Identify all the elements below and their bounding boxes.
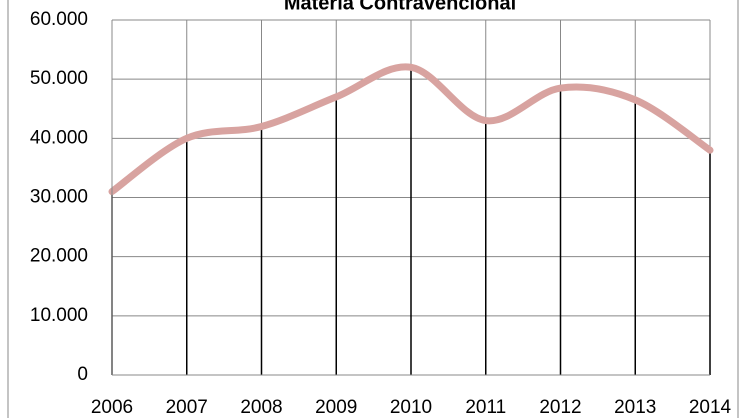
y-tick-label: 50.000	[30, 68, 88, 89]
x-tick-label: 2008	[240, 397, 282, 418]
x-tick-label: 2011	[465, 397, 506, 418]
y-tick-label: 60.000	[30, 9, 88, 30]
x-tick-label: 2007	[166, 397, 208, 418]
x-tick-label: 2009	[315, 397, 357, 418]
chart-border	[7, 0, 739, 418]
x-tick-label: 2006	[91, 397, 133, 418]
y-tick-label: 10.000	[30, 305, 88, 326]
y-tick-label: 0	[77, 364, 88, 385]
chart-title: Materia Contravencional	[284, 0, 516, 14]
y-tick-label: 20.000	[30, 246, 88, 267]
x-tick-label: 2013	[614, 397, 656, 418]
x-tick-label: 2014	[689, 397, 732, 418]
x-tick-label: 2010	[390, 397, 432, 418]
line-series	[108, 63, 714, 196]
y-tick-label: 40.000	[30, 127, 88, 148]
x-tick-label: 2012	[539, 397, 581, 418]
y-tick-label: 30.000	[30, 187, 88, 208]
